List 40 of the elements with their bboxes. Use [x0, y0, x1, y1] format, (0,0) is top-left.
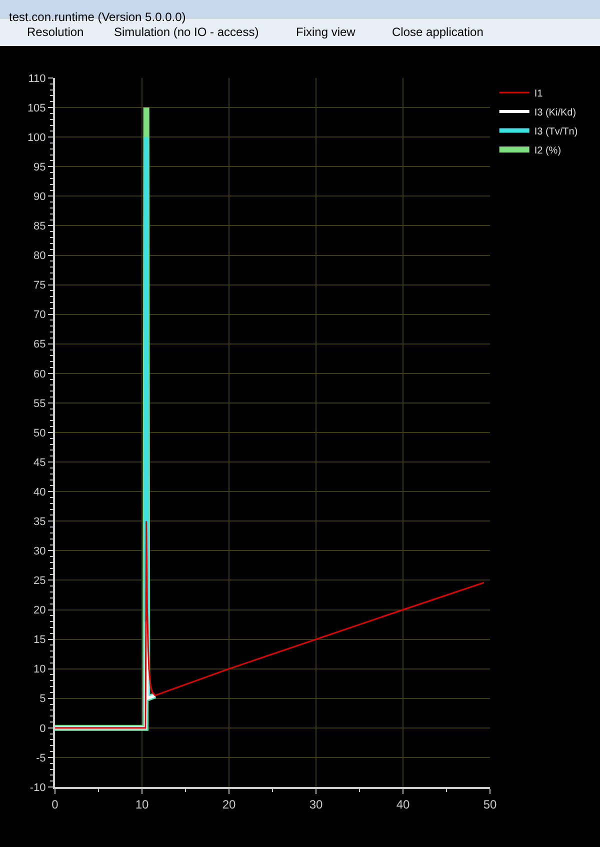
y-tick-label: 20	[34, 604, 46, 617]
y-tick-label: 110	[28, 72, 46, 85]
x-tick-label: 0	[52, 797, 59, 812]
text: Simulation (no IO - access)	[114, 25, 259, 39]
y-tick-label: 50	[34, 427, 46, 440]
text: Fixing view	[296, 25, 356, 39]
legend-label: I1	[534, 88, 544, 100]
y-tick-label: 95	[34, 161, 46, 174]
y-tick-label: 35	[34, 516, 46, 528]
y-tick-label: 25	[34, 575, 46, 588]
y-tick-label: 5	[40, 693, 46, 706]
chart-title: test.con.runtime (Version 5.0.0.0)	[9, 10, 186, 24]
text: Resolution	[27, 25, 84, 39]
y-tick-label: 70	[34, 309, 46, 322]
y-tick-label: 90	[34, 191, 46, 204]
y-tick-label: 40	[34, 486, 46, 498]
legend-label: I2 (%)	[534, 145, 562, 156]
x-tick-label: 40	[396, 797, 410, 812]
y-tick-label: 10	[34, 664, 46, 676]
x-tick-label: 10	[135, 797, 149, 812]
y-tick-label: 80	[34, 250, 46, 262]
y-tick-label: 65	[34, 338, 46, 351]
y-tick-label: 0	[40, 722, 46, 735]
y-tick-label: 30	[34, 546, 46, 558]
y-tick-label: 85	[34, 220, 46, 233]
y-tick-label: 45	[34, 456, 46, 469]
y-tick-label: 100	[27, 132, 46, 144]
y-tick-label: 55	[34, 398, 46, 410]
legend-label: I3 (Tv/Tn)	[534, 126, 578, 138]
x-tick-label: 20	[222, 797, 236, 812]
text: Close application	[392, 25, 484, 39]
x-tick-label: 30	[309, 797, 323, 812]
y-tick-label: 15	[34, 634, 46, 646]
legend-label: I3 (Ki/Kd)	[534, 107, 576, 118]
y-tick-label: -10	[30, 782, 46, 794]
y-tick-label: -5	[36, 752, 46, 764]
y-tick-label: 60	[34, 368, 46, 380]
y-tick-label: 105	[27, 102, 46, 114]
y-tick-label: 75	[34, 280, 46, 292]
x-tick-label: 50	[483, 797, 497, 812]
